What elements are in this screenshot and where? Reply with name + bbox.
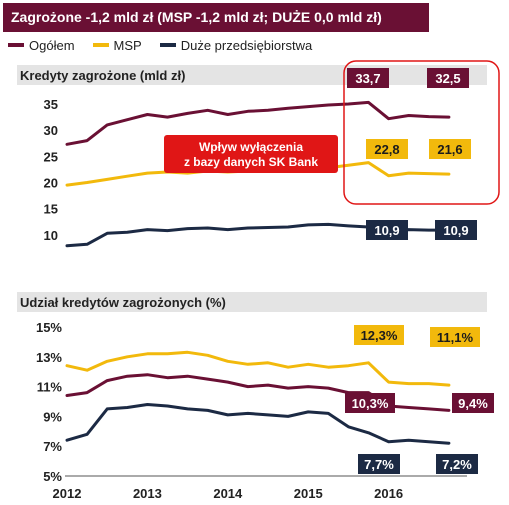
value-label-box bbox=[345, 393, 395, 413]
y-tick-label: 35 bbox=[44, 97, 58, 112]
annotation-frame bbox=[343, 60, 500, 205]
legend-label-duze: Duże przedsiębiorstwa bbox=[180, 37, 313, 53]
value-label-box bbox=[452, 393, 494, 413]
legend-swatch-ogolem bbox=[8, 43, 24, 47]
x-tick-label: 2015 bbox=[294, 486, 323, 501]
value-label-box bbox=[366, 220, 408, 240]
value-label-duze-przedsiebiorstwa: 7,7% bbox=[364, 457, 394, 472]
y-tick-label: 30 bbox=[44, 123, 58, 138]
annotation-callout bbox=[164, 135, 338, 173]
value-label-ogolem: 9,4% bbox=[458, 396, 488, 411]
value-label-box bbox=[347, 68, 389, 88]
value-label-box bbox=[430, 327, 480, 347]
y-tick-label: 11% bbox=[37, 380, 63, 395]
x-tick-label: 2016 bbox=[374, 486, 403, 501]
legend-item-ogolem: Ogółem bbox=[8, 38, 75, 53]
header-title: Zagrożone -1,2 mld zł (MSP -1,2 mld zł; … bbox=[11, 9, 382, 25]
x-tick-label: 2012 bbox=[53, 486, 82, 501]
y-tick-label: 20 bbox=[44, 176, 58, 191]
value-label-ogolem: 32,5 bbox=[435, 71, 460, 86]
value-label-box bbox=[435, 220, 477, 240]
y-tick-label: 10 bbox=[44, 228, 58, 243]
y-tick-label: 5% bbox=[43, 469, 62, 484]
value-label-box bbox=[358, 454, 400, 474]
legend-swatch-duze bbox=[159, 43, 176, 47]
panel-udzial-kredytow: 5% 7% 9% 11% 13% 15% 12,3% 11,1% 10,3% 9,4% 7,7% 7,… bbox=[36, 320, 494, 484]
legend: Ogółem MSP Duże przedsiębiorstwa bbox=[8, 37, 330, 53]
value-label-box bbox=[366, 139, 408, 159]
annotation-line1: Wpływ wyłączenia bbox=[199, 140, 303, 154]
value-label-msp: 22,8 bbox=[374, 142, 399, 157]
legend-swatch-msp bbox=[92, 43, 109, 47]
chart-header: Zagrożone -1,2 mld zł (MSP -1,2 mld zł; … bbox=[3, 3, 429, 32]
legend-label-msp: MSP bbox=[113, 37, 142, 53]
top-panel-title: Kredyty zagrożone (mld zł) bbox=[20, 68, 186, 83]
value-label-box bbox=[354, 325, 404, 345]
y-tick-label: 15% bbox=[36, 320, 62, 335]
legend-label-ogolem: Ogółem bbox=[29, 37, 75, 53]
x-tick-label: 2014 bbox=[213, 486, 243, 501]
y-tick-label: 13% bbox=[36, 350, 62, 365]
x-tick-label: 2013 bbox=[133, 486, 162, 501]
series-line-ogolem bbox=[65, 100, 451, 146]
value-label-msp: 21,6 bbox=[437, 142, 462, 157]
series-line-duze-przedsiebiorstwa bbox=[65, 403, 451, 445]
y-tick-label: 7% bbox=[43, 439, 62, 454]
bottom-panel-title-bar bbox=[17, 292, 487, 312]
value-label-box bbox=[436, 454, 478, 474]
bottom-panel-title: Udział kredytów zagrożonych (%) bbox=[20, 295, 226, 310]
value-label-duze-przedsiebiorstwa: 10,9 bbox=[443, 223, 468, 238]
value-label-msp: 11,1% bbox=[437, 330, 474, 345]
value-label-box bbox=[427, 68, 469, 88]
series-line-msp bbox=[65, 350, 451, 387]
annotation-line2: z bazy danych SK Bank bbox=[184, 155, 318, 169]
y-tick-label: 15 bbox=[44, 202, 58, 217]
legend-item-msp: MSP bbox=[92, 37, 142, 53]
legend-item-duze: Duże przedsiębiorstwa bbox=[159, 37, 313, 53]
value-label-duze-przedsiebiorstwa: 7,2% bbox=[442, 457, 472, 472]
value-label-ogolem: 33,7 bbox=[355, 71, 380, 86]
value-label-ogolem: 10,3% bbox=[352, 396, 389, 411]
y-tick-label: 9% bbox=[43, 409, 62, 424]
y-tick-label: 25 bbox=[44, 149, 58, 164]
value-label-duze-przedsiebiorstwa: 10,9 bbox=[374, 223, 399, 238]
value-label-msp: 12,3% bbox=[361, 328, 398, 343]
value-label-box bbox=[429, 139, 471, 159]
